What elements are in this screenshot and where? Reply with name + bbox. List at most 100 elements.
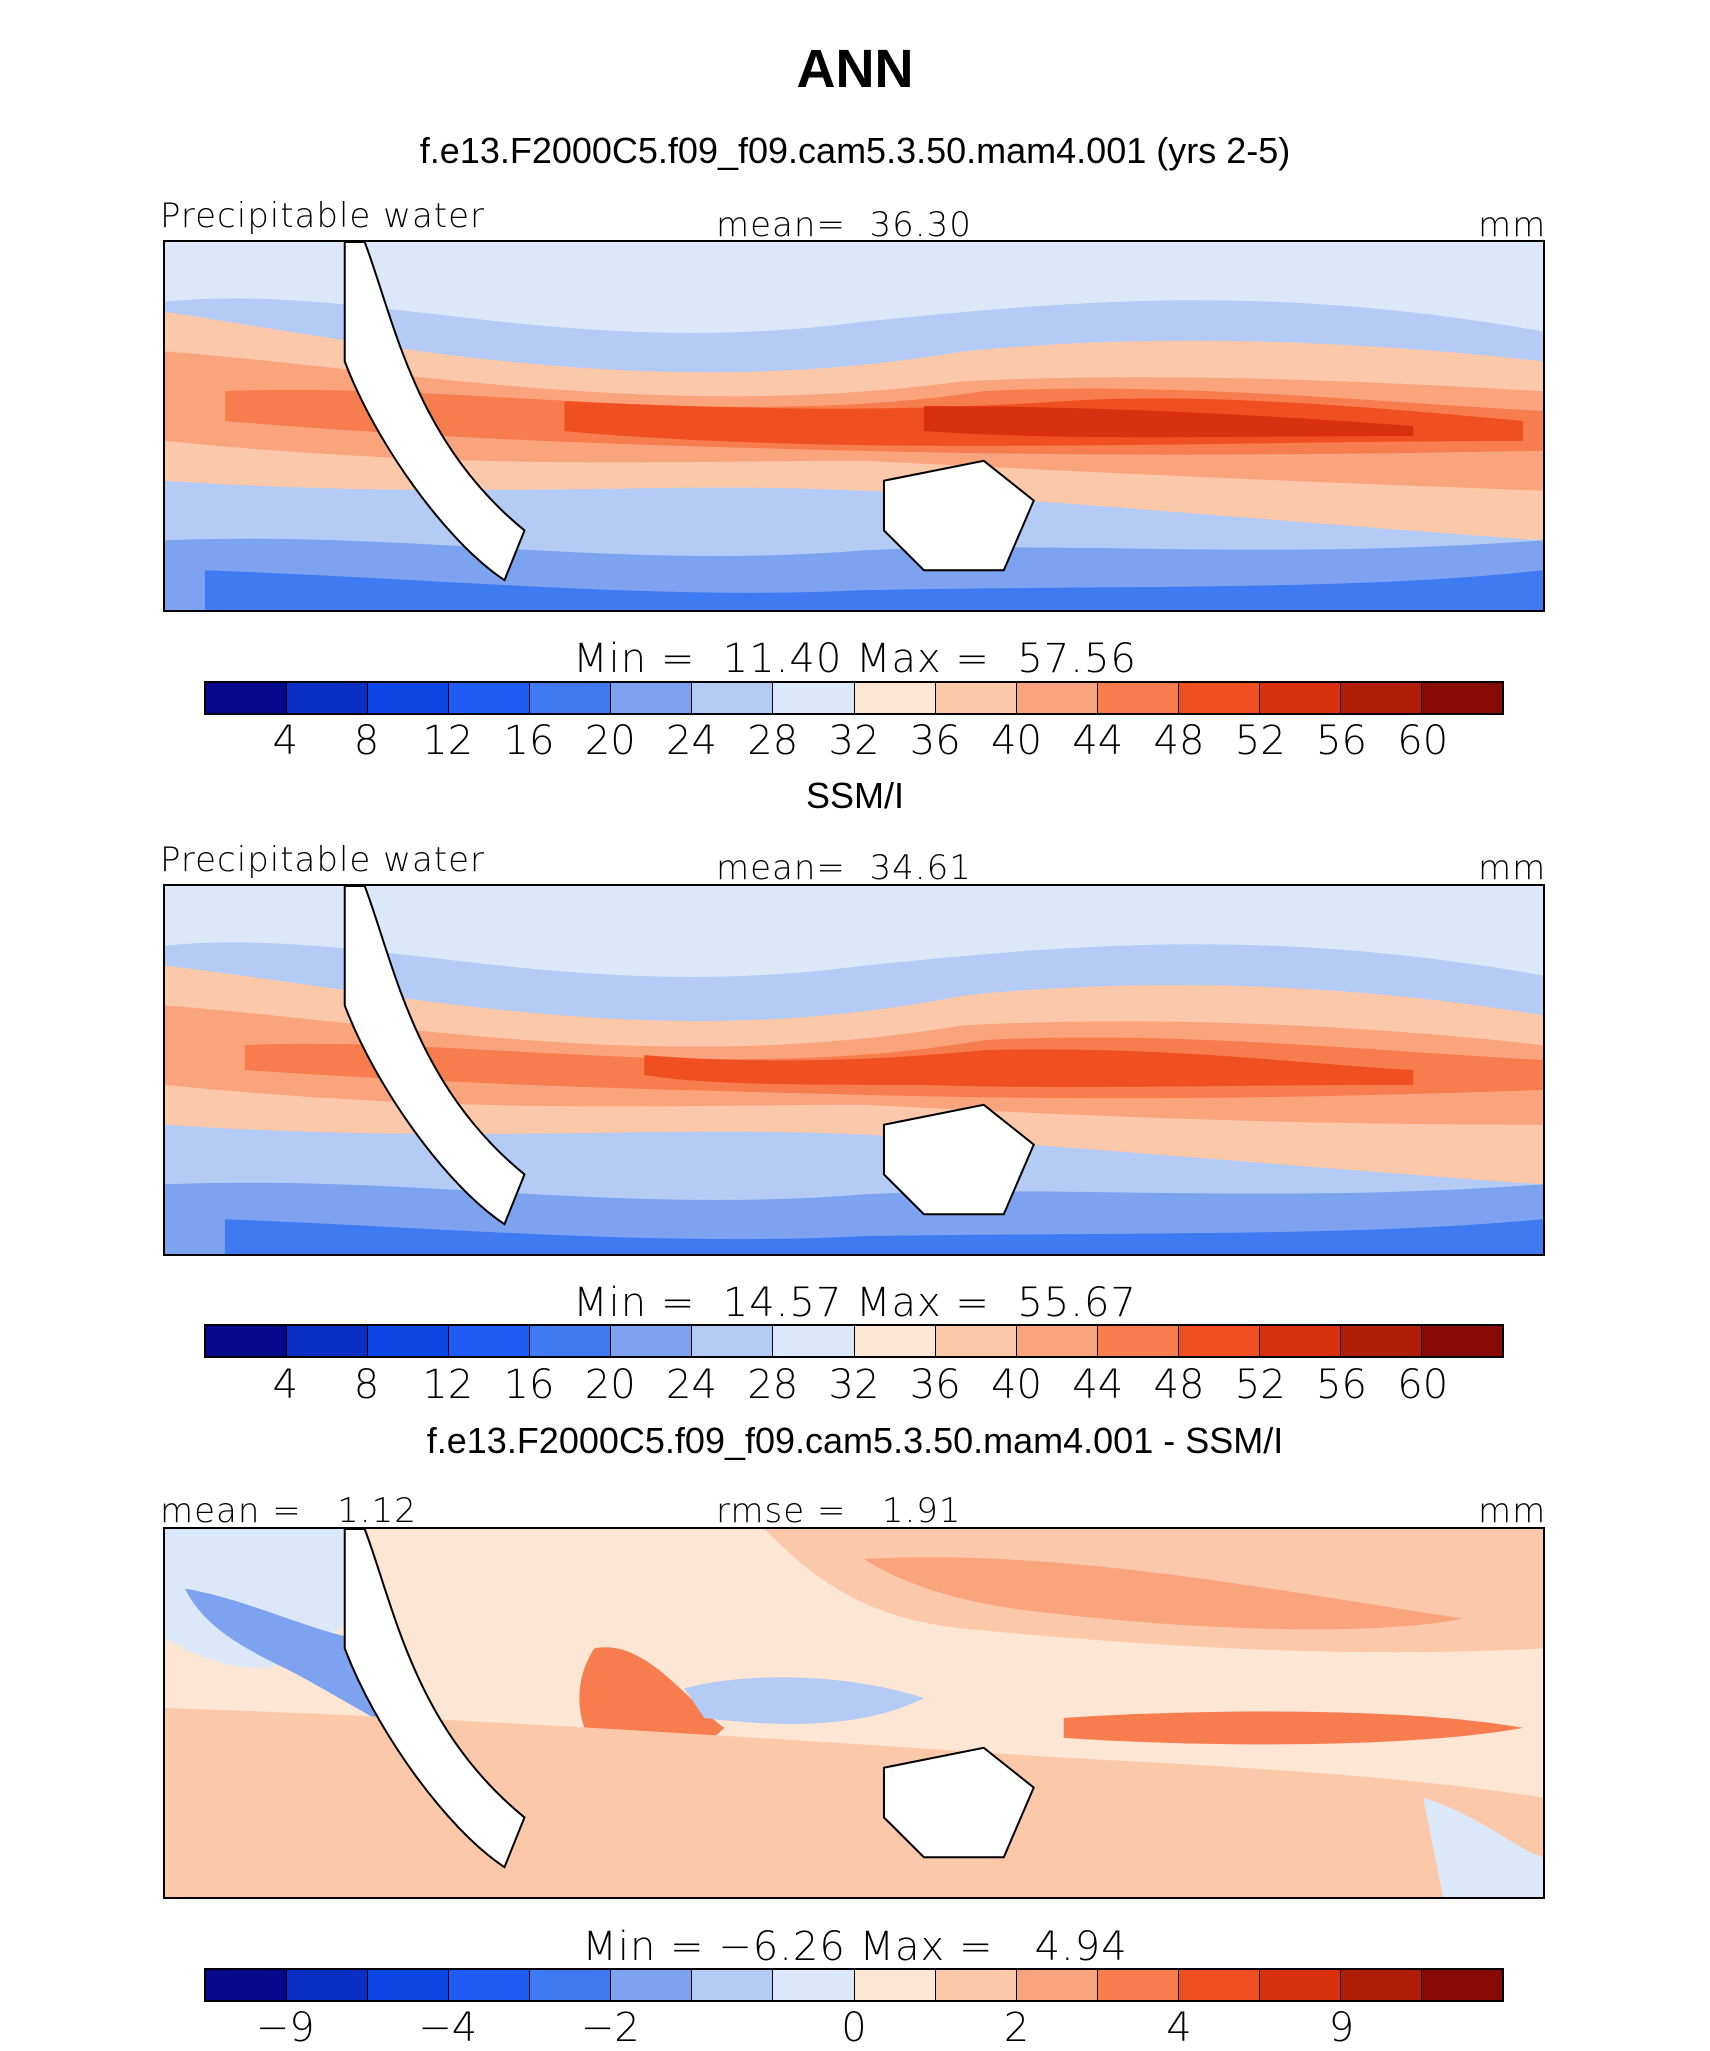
panel-1-field — [165, 242, 1543, 610]
colorbar-box — [287, 1970, 369, 2000]
colorbar-box — [1016, 1970, 1098, 2000]
colorbar-box — [692, 1970, 774, 2000]
colorbar-box — [449, 1326, 531, 1356]
colorbar-box — [1421, 1970, 1502, 2000]
tick-label: 60 — [1397, 718, 1449, 764]
colorbar-box — [773, 1970, 855, 2000]
panel-3-map — [163, 1527, 1545, 1899]
panel-1-variable-label: Precipitable water — [160, 196, 486, 236]
panel-1-map — [163, 240, 1545, 612]
tick-label: 40 — [991, 718, 1042, 764]
colorbar-box — [935, 683, 1017, 713]
panel-3-minmax: Min = −6.26 Max = 4.94 — [582, 1924, 1128, 1970]
tick-label: 28 — [747, 1362, 799, 1408]
colorbar-box — [692, 1326, 774, 1356]
panel-2-field — [165, 886, 1543, 1254]
tick-label: 60 — [1397, 1362, 1449, 1408]
colorbar-box — [1178, 1970, 1260, 2000]
panel-2-minmax: Min = 14.57 Max = 55.67 — [573, 1280, 1137, 1326]
colorbar-box — [287, 1326, 369, 1356]
panel-3-mean-label: mean = 1.12 — [160, 1491, 417, 1531]
panel-2-mean-label: mean= 34.61 — [716, 848, 972, 888]
panel-1-title: f.e13.F2000C5.f09_f09.cam5.3.50.mam4.001… — [419, 130, 1291, 171]
tick-label: 9 — [1328, 2005, 1355, 2051]
tick-label: 24 — [666, 718, 717, 764]
colorbar-box — [1259, 683, 1341, 713]
tick-label: 48 — [1153, 718, 1205, 764]
tick-label: 20 — [584, 1362, 636, 1408]
colorbar-box — [611, 1970, 693, 2000]
colorbar-box — [1016, 1326, 1098, 1356]
tick-label: 0 — [841, 2005, 867, 2051]
colorbar-box — [530, 683, 612, 713]
colorbar-box — [530, 1326, 612, 1356]
tick-label: 16 — [503, 1362, 555, 1408]
panel-1-units-label: mm — [1478, 205, 1547, 245]
colorbar-box — [935, 1326, 1017, 1356]
tick-label: −2 — [580, 2005, 640, 2051]
panel-1-minmax: Min = 11.40 Max = 57.56 — [573, 636, 1137, 682]
tick-label: 32 — [828, 718, 880, 764]
panel-1-mean-label: mean= 36.30 — [716, 205, 972, 245]
panel-3-title: f.e13.F2000C5.f09_f09.cam5.3.50.mam4.001… — [426, 1420, 1284, 1461]
tick-label: −9 — [255, 2005, 315, 2051]
tick-label: 4 — [272, 718, 298, 764]
colorbar-box — [1178, 1326, 1260, 1356]
tick-label: 36 — [909, 718, 961, 764]
colorbar-box — [449, 683, 531, 713]
colorbar-box — [368, 683, 450, 713]
tick-label: 12 — [422, 718, 474, 764]
colorbar-box — [854, 1970, 936, 2000]
tick-label: 36 — [909, 1362, 961, 1408]
tick-label: 28 — [747, 718, 799, 764]
colorbar-box — [1259, 1326, 1341, 1356]
tick-label: 16 — [503, 718, 555, 764]
panel-2-variable-label: Precipitable water — [160, 840, 486, 880]
tick-label: 8 — [353, 1362, 380, 1408]
colorbar-box — [368, 1326, 450, 1356]
colorbar-box — [611, 1326, 693, 1356]
tick-label: 2 — [1003, 2005, 1030, 2051]
tick-label: 56 — [1316, 718, 1367, 764]
tick-label: 4 — [272, 1362, 298, 1408]
main-title: ANN — [796, 39, 914, 99]
tick-label: 4 — [1166, 2005, 1192, 2051]
tick-label: 24 — [666, 1362, 717, 1408]
tick-label: 12 — [422, 1362, 474, 1408]
colorbar-box — [692, 683, 774, 713]
panel-3-units-label: mm — [1478, 1491, 1547, 1531]
colorbar-box — [1340, 683, 1422, 713]
colorbar-box — [206, 1326, 288, 1356]
colorbar-box — [1421, 1326, 1502, 1356]
colorbar-box — [287, 683, 369, 713]
colorbar-box — [1259, 1970, 1341, 2000]
colorbar-box — [206, 683, 288, 713]
panel-2-map — [163, 884, 1545, 1256]
panel-2-tick-labels: 4 8 12 16 20 24 28 32 36 40 44 48 52 56 60 — [204, 1362, 1504, 1408]
tick-label: 52 — [1234, 718, 1286, 764]
colorbar-box — [1097, 683, 1179, 713]
panel-1-tick-labels: 4 8 12 16 20 24 28 32 36 40 44 48 52 56 60 — [204, 718, 1504, 764]
panel-3-field — [165, 1529, 1543, 1897]
panel-2-colorbar — [204, 1324, 1504, 1358]
tick-label: 44 — [1072, 1362, 1124, 1408]
tick-label: −4 — [418, 2005, 478, 2051]
tick-label: 56 — [1316, 1362, 1367, 1408]
colorbar-box — [611, 683, 693, 713]
colorbar-box — [773, 1326, 855, 1356]
tick-label: 52 — [1234, 1362, 1286, 1408]
tick-label: 32 — [828, 1362, 880, 1408]
colorbar-box — [530, 1970, 612, 2000]
colorbar-box — [1340, 1326, 1422, 1356]
panel-1-colorbar — [204, 681, 1504, 715]
panel-2-title: SSM/I — [805, 775, 904, 816]
colorbar-box — [368, 1970, 450, 2000]
colorbar-box — [1097, 1326, 1179, 1356]
tick-label: 40 — [991, 1362, 1042, 1408]
colorbar-box — [854, 683, 936, 713]
tick-label: 8 — [353, 718, 380, 764]
colorbar-box — [1016, 683, 1098, 713]
colorbar-box — [773, 683, 855, 713]
panel-3-colorbar — [204, 1968, 1504, 2002]
tick-label: 20 — [584, 718, 636, 764]
